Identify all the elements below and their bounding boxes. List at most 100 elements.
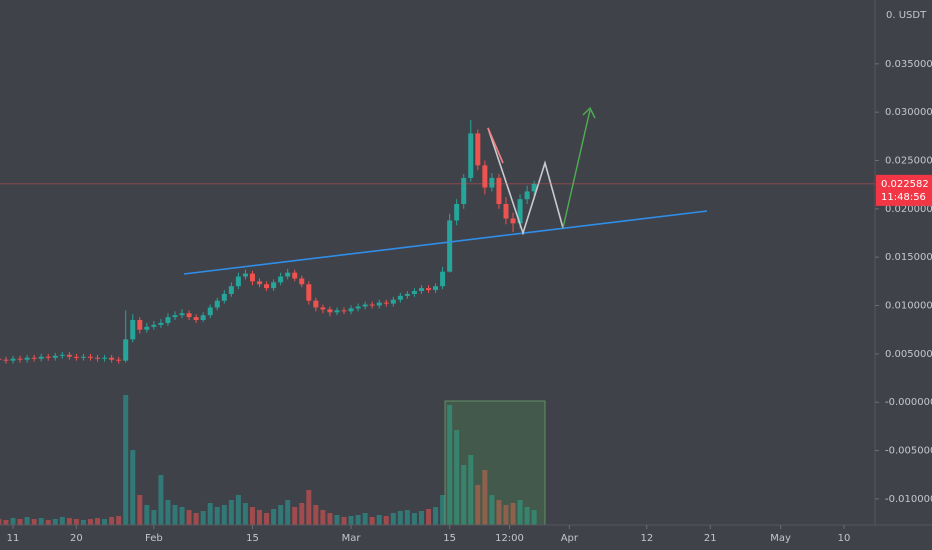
x-tick-label: 20 bbox=[70, 533, 83, 544]
volume-bar bbox=[3, 520, 9, 525]
candle-body bbox=[348, 308, 354, 312]
candle-body bbox=[249, 273, 255, 282]
volume-bar bbox=[172, 505, 178, 525]
y-tick-label: -0.000000 bbox=[885, 397, 932, 408]
volume-bar bbox=[249, 507, 255, 525]
candle-body bbox=[517, 199, 523, 224]
volume-bar bbox=[447, 405, 453, 525]
candle-body bbox=[383, 302, 389, 304]
volume-bar bbox=[123, 395, 129, 525]
zigzag-red bbox=[487, 127, 504, 164]
volume-bar bbox=[271, 509, 277, 525]
volume-bar bbox=[66, 518, 72, 525]
volume-bar bbox=[158, 475, 164, 525]
volume-bar bbox=[397, 511, 403, 525]
candle-body bbox=[510, 218, 516, 224]
arrow-head bbox=[582, 106, 596, 119]
x-tick-label: Mar bbox=[342, 533, 362, 544]
candle-body bbox=[278, 276, 284, 283]
volume-bar bbox=[80, 520, 86, 525]
candle-body bbox=[503, 204, 509, 219]
candle-body bbox=[489, 177, 495, 188]
volume-bar bbox=[292, 507, 298, 525]
candle-body bbox=[59, 354, 65, 356]
volume-bar bbox=[320, 510, 326, 525]
x-tick-label: 10 bbox=[838, 533, 851, 544]
volume-bar bbox=[144, 505, 150, 525]
countdown-label: 11:48:56 bbox=[881, 192, 926, 203]
candle-body bbox=[221, 293, 227, 301]
trend-line bbox=[183, 210, 708, 275]
candle-body bbox=[482, 165, 488, 188]
candle-body bbox=[87, 356, 93, 358]
volume-bar bbox=[87, 519, 93, 525]
x-tick-label: 15 bbox=[246, 533, 259, 544]
y-tick-label: 0.025000 bbox=[885, 155, 932, 166]
candle-body bbox=[468, 133, 474, 178]
highlight-box bbox=[444, 400, 546, 526]
candle-body bbox=[80, 356, 86, 358]
candle-body bbox=[193, 317, 199, 321]
candle-body bbox=[38, 356, 44, 359]
candle-body bbox=[31, 357, 37, 359]
volume-bar bbox=[362, 513, 368, 525]
y-tick-label: 0.010000 bbox=[885, 301, 932, 312]
volume-bar bbox=[482, 470, 488, 525]
volume-bar bbox=[137, 495, 143, 525]
volume-bar bbox=[426, 509, 432, 525]
candle-body bbox=[17, 358, 23, 360]
volume-bar bbox=[52, 519, 58, 525]
volume-bar bbox=[517, 500, 523, 525]
candle-body bbox=[10, 358, 16, 361]
volume-bar bbox=[369, 517, 375, 525]
x-tick-label: 12 bbox=[640, 533, 653, 544]
y-tick-label: -0.010000 bbox=[885, 494, 932, 505]
volume-bar bbox=[411, 513, 417, 525]
candle-body bbox=[123, 339, 129, 361]
volume-bar bbox=[461, 465, 467, 525]
candle-body bbox=[447, 220, 453, 272]
volume-bar bbox=[130, 450, 136, 525]
candle-body bbox=[426, 288, 432, 291]
volume-bar bbox=[355, 515, 361, 525]
candle-body bbox=[130, 320, 136, 340]
candle-body bbox=[151, 324, 157, 327]
candle-body bbox=[369, 304, 375, 306]
candle-body bbox=[461, 177, 467, 205]
volume-bar bbox=[475, 485, 481, 525]
volume-bar bbox=[116, 516, 122, 525]
volume-bar bbox=[38, 518, 44, 525]
candle-body bbox=[235, 276, 241, 287]
candle-body bbox=[362, 304, 368, 307]
candle-body bbox=[418, 288, 424, 292]
volume-bar bbox=[503, 505, 509, 525]
candle-body bbox=[228, 286, 234, 294]
candle-body bbox=[404, 293, 410, 296]
volume-bar bbox=[193, 513, 199, 525]
candle-body bbox=[397, 295, 403, 300]
candle-body bbox=[66, 354, 72, 357]
candle-body bbox=[242, 273, 248, 277]
volume-bar bbox=[17, 519, 23, 525]
volume-bar bbox=[418, 511, 424, 525]
candle-body bbox=[0, 358, 2, 360]
candle-body bbox=[454, 204, 460, 221]
volume-bar bbox=[348, 516, 354, 525]
volume-bar bbox=[45, 520, 51, 525]
volume-bar bbox=[214, 507, 220, 525]
volume-bar bbox=[95, 518, 101, 525]
volume-bar bbox=[235, 495, 241, 525]
candle-body bbox=[52, 355, 58, 358]
candle-body bbox=[172, 315, 178, 318]
x-tick-label: May bbox=[770, 533, 791, 544]
volume-bar bbox=[390, 513, 396, 525]
volume-bar bbox=[179, 507, 185, 525]
candle-body bbox=[95, 357, 101, 359]
candle-body bbox=[355, 306, 361, 309]
volume-pane bbox=[0, 395, 537, 525]
candle-body bbox=[186, 313, 192, 318]
y-tick-label: -0.005000 bbox=[885, 446, 932, 457]
volume-bar bbox=[264, 513, 270, 525]
volume-bar bbox=[327, 513, 333, 525]
